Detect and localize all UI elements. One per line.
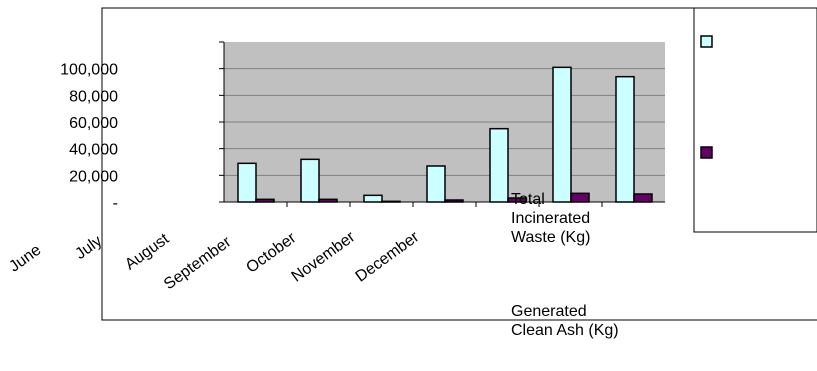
bar-incinerated-waste	[300, 158, 320, 203]
bar-incinerated-waste	[426, 165, 446, 203]
x-tick-label: June	[6, 241, 44, 275]
bar-clean-ash	[255, 198, 275, 203]
x-tick-label: November	[289, 228, 359, 286]
bar-incinerated-waste	[552, 66, 572, 203]
y-tick-label: -	[113, 195, 118, 212]
y-tick-label: 80,000	[69, 88, 118, 105]
chart-area-frame	[101, 7, 817, 321]
x-tick-label: August	[122, 230, 173, 273]
bar-incinerated-waste	[237, 162, 257, 203]
bar-clean-ash	[318, 198, 338, 203]
y-tick-label: 40,000	[69, 142, 118, 159]
y-tick-label: 100,000	[60, 62, 118, 79]
bar-incinerated-waste	[615, 75, 635, 203]
y-tick-label: 20,000	[69, 168, 118, 185]
legend-swatch-clean-ash	[700, 146, 713, 159]
legend-swatch-incinerated-waste	[700, 35, 713, 48]
legend-box	[693, 7, 817, 233]
bar-clean-ash	[570, 192, 590, 203]
bar-clean-ash	[507, 197, 527, 203]
legend-label-incinerated-waste: Total Incinerated Waste (Kg)	[511, 191, 591, 246]
bar-incinerated-waste	[489, 127, 509, 203]
legend-label-clean-ash: Generated Clean Ash (Kg)	[511, 303, 619, 339]
bar-clean-ash	[381, 200, 401, 203]
bar-incinerated-waste	[363, 194, 383, 203]
x-tick-label: December	[353, 228, 423, 286]
y-tick-label: 60,000	[69, 115, 118, 132]
bar-clean-ash	[444, 199, 464, 203]
x-tick-label: September	[161, 233, 235, 293]
bar-clean-ash	[633, 193, 653, 203]
x-tick-label: July	[72, 232, 105, 262]
